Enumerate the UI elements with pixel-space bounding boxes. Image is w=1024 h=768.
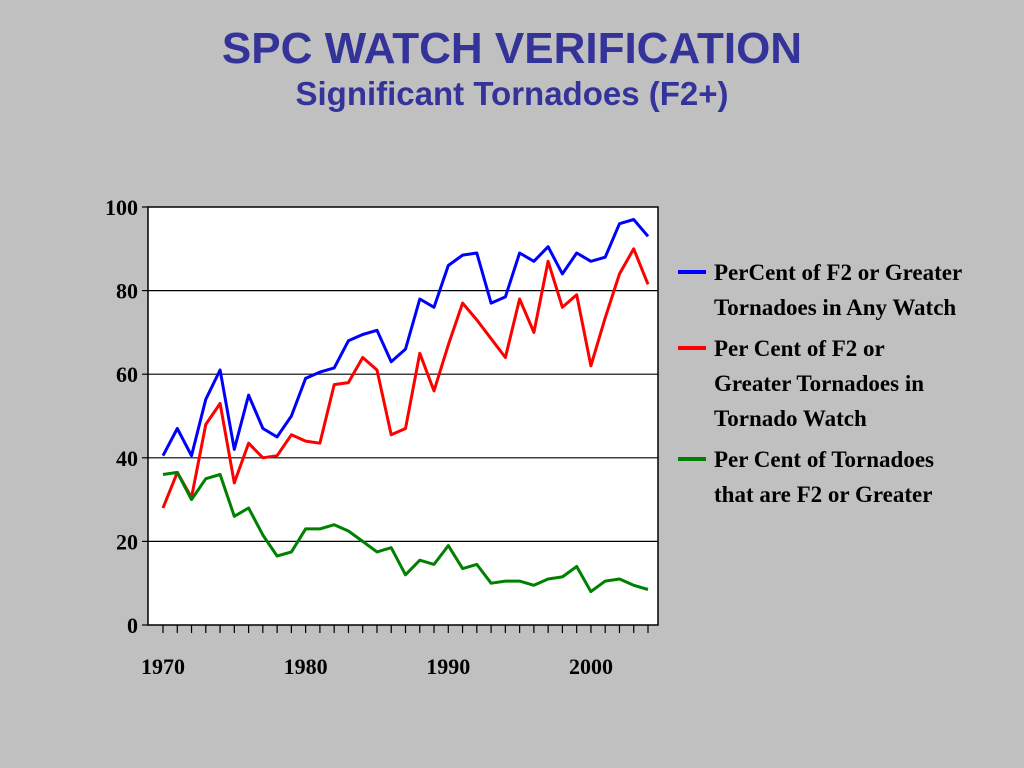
- y-tick-label-0: 0: [127, 613, 138, 638]
- x-tick-label-2000: 2000: [569, 654, 613, 679]
- legend-item-0: PerCent of F2 or Greater Tornadoes in An…: [678, 255, 978, 325]
- plot-frame: [147, 206, 659, 626]
- chart-subtitle: Significant Tornadoes (F2+): [295, 75, 729, 112]
- title-block: SPC WATCH VERIFICATION Significant Torna…: [0, 24, 1024, 114]
- legend-label-2: Per Cent of Tornadoes that are F2 or Gre…: [714, 447, 934, 507]
- legend-item-2: Per Cent of Tornadoes that are F2 or Gre…: [678, 442, 978, 512]
- x-tick-label-1980: 1980: [284, 654, 328, 679]
- legend-swatch-2: [678, 457, 706, 461]
- x-tick-label-1990: 1990: [426, 654, 470, 679]
- x-tick-label-1970: 1970: [141, 654, 185, 679]
- y-tick-label-60: 60: [116, 362, 138, 387]
- legend-swatch-0: [678, 270, 706, 274]
- plot-area: [148, 207, 658, 625]
- y-tick-label-40: 40: [116, 446, 138, 471]
- series-line-1: [161, 247, 650, 509]
- series-line-2: [162, 470, 649, 594]
- chart-title: SPC WATCH VERIFICATION: [221, 24, 803, 73]
- y-tick-label-20: 20: [116, 529, 138, 554]
- y-tick-label-100: 100: [105, 195, 138, 220]
- legend-label-0: PerCent of F2 or Greater Tornadoes in An…: [714, 260, 962, 320]
- chart-legend: PerCent of F2 or Greater Tornadoes in An…: [678, 255, 978, 518]
- series-line-0: [161, 218, 650, 458]
- legend-item-1: Per Cent of F2 or Greater Tornadoes in T…: [678, 331, 978, 436]
- y-tick-label-80: 80: [116, 279, 138, 304]
- legend-label-1: Per Cent of F2 or Greater Tornadoes in T…: [714, 336, 924, 431]
- legend-swatch-1: [678, 346, 706, 350]
